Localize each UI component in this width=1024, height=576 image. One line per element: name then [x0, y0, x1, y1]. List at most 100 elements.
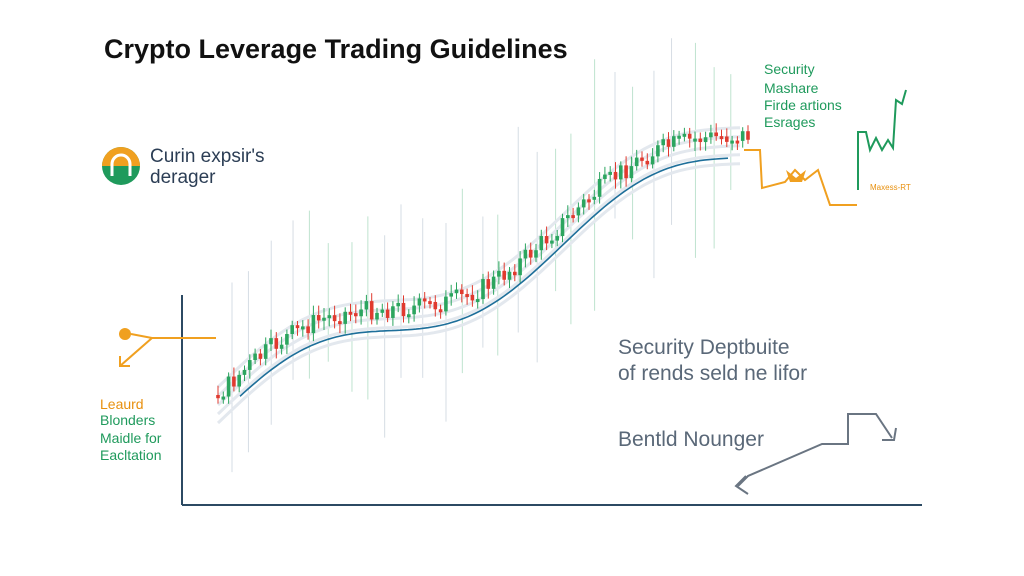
band [216, 162, 741, 425]
candle [666, 139, 671, 147]
candle [221, 396, 226, 400]
candle [513, 271, 517, 276]
candle [422, 298, 427, 302]
candle [380, 309, 385, 313]
candle [650, 156, 655, 165]
candle [242, 369, 247, 375]
candle [301, 326, 305, 330]
candle [555, 236, 559, 241]
candle [603, 174, 607, 179]
candle [475, 299, 480, 303]
candle [534, 250, 538, 258]
candle [544, 236, 549, 244]
candle [428, 301, 432, 305]
candle [624, 165, 628, 179]
orange-line [744, 149, 857, 206]
candle [290, 325, 294, 334]
candle [258, 353, 263, 359]
candle [232, 376, 236, 387]
candle [364, 301, 369, 310]
candle [216, 395, 220, 399]
note-heading: Leaurd [100, 396, 144, 412]
logo [102, 147, 140, 185]
candle [725, 136, 729, 142]
candle [640, 157, 644, 161]
caption: Bentld Nounger [618, 428, 764, 451]
candle [746, 131, 750, 140]
candle [656, 145, 660, 157]
candle [560, 218, 565, 237]
note: Mashare [764, 80, 819, 96]
candle [566, 215, 570, 219]
candle [322, 317, 326, 321]
candle [672, 136, 676, 147]
candle [279, 344, 284, 349]
candle [401, 302, 406, 317]
candle [316, 315, 321, 321]
candle [460, 289, 464, 295]
candle [687, 133, 692, 139]
candle [444, 296, 448, 312]
candle [226, 376, 231, 397]
candle [528, 249, 533, 258]
candle [396, 302, 400, 307]
title: Crypto Leverage Trading Guidelines [104, 34, 568, 64]
candle [391, 306, 395, 318]
candle [433, 301, 438, 310]
candle [253, 353, 257, 361]
note: Esrages [764, 114, 815, 130]
candle [698, 138, 703, 143]
candle [693, 138, 697, 142]
candle [740, 131, 745, 141]
candle [338, 321, 342, 325]
candle [576, 207, 581, 216]
candle [502, 270, 506, 280]
candle [581, 199, 586, 208]
candle [237, 374, 241, 387]
candle [248, 360, 252, 370]
candle [348, 311, 353, 315]
moving-average [239, 157, 729, 397]
candle [343, 311, 347, 324]
candle [507, 271, 512, 280]
candle [470, 294, 475, 301]
candle [608, 171, 612, 175]
note: Blonders [100, 412, 155, 428]
step-arrow-tail [734, 475, 749, 495]
candle [263, 344, 268, 359]
candle [714, 132, 718, 137]
candle [327, 315, 332, 319]
candle [550, 240, 554, 244]
candle [491, 276, 496, 289]
orange-icon [786, 170, 806, 182]
note: Eacltation [100, 447, 161, 463]
candle [295, 325, 300, 329]
chart-decoration [216, 38, 750, 473]
candle [719, 136, 724, 140]
candle [385, 309, 390, 318]
orange-dot [119, 328, 131, 340]
candle [497, 270, 501, 277]
candle [375, 312, 379, 320]
candle [709, 132, 713, 138]
small-tag: Maxess-RT [870, 183, 911, 192]
step-arrowhead [882, 427, 897, 441]
candle [359, 309, 363, 317]
candle [518, 258, 522, 276]
step-arrow [737, 413, 893, 487]
candle [454, 289, 459, 294]
candle [735, 140, 740, 144]
candle [629, 166, 634, 179]
orange-arrow [119, 337, 153, 367]
candle [332, 315, 337, 322]
candle [597, 178, 602, 197]
candle [703, 137, 708, 143]
candle [730, 140, 734, 144]
candle [412, 305, 416, 315]
candle [407, 314, 411, 318]
candle [587, 199, 591, 203]
candle [311, 315, 316, 334]
candle [285, 333, 289, 345]
candle [417, 298, 422, 306]
note: Security [764, 61, 815, 77]
